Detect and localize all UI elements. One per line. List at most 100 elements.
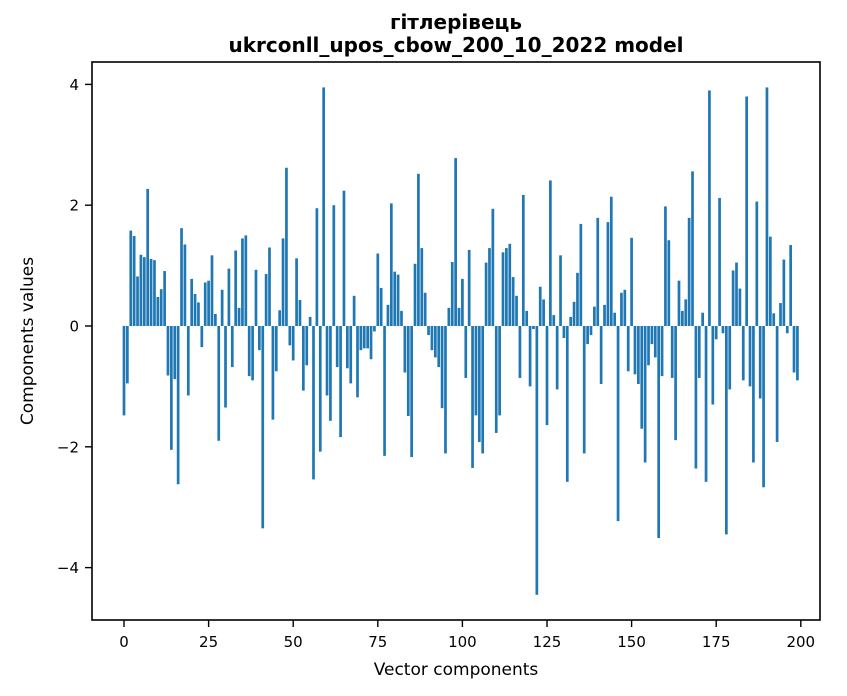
bar <box>542 299 545 326</box>
bar <box>748 326 752 387</box>
bar <box>792 326 796 373</box>
bar <box>305 326 309 366</box>
bar <box>268 247 271 326</box>
bar <box>291 326 295 361</box>
bar <box>325 326 329 396</box>
bar <box>335 326 339 368</box>
bar <box>217 326 221 441</box>
bar <box>132 236 136 326</box>
bar <box>772 313 776 326</box>
bar <box>457 307 461 326</box>
bar <box>156 297 160 326</box>
bar <box>555 326 559 390</box>
bar <box>677 280 681 326</box>
bar <box>183 244 187 326</box>
chart-title: гітлерівець <box>390 10 522 34</box>
bar <box>674 326 677 441</box>
bar <box>417 173 420 326</box>
bar <box>139 254 143 326</box>
bar <box>789 245 792 326</box>
bar <box>237 307 241 326</box>
bar <box>796 326 799 381</box>
bar <box>170 326 173 450</box>
x-tick-label: 50 <box>284 633 303 651</box>
bar <box>593 306 596 326</box>
bar <box>295 258 298 326</box>
bar <box>423 292 427 326</box>
bar <box>484 262 488 326</box>
bar <box>146 188 150 326</box>
bar <box>762 326 765 488</box>
bar <box>785 326 789 334</box>
bar <box>603 304 606 326</box>
bar <box>413 263 417 326</box>
bar <box>758 326 762 399</box>
y-tick-label: 4 <box>69 76 79 94</box>
bar <box>701 312 705 326</box>
bar <box>406 326 410 416</box>
bar <box>454 158 457 326</box>
bar <box>366 326 369 349</box>
bar <box>626 326 630 372</box>
bar <box>396 274 400 326</box>
bar <box>731 270 735 326</box>
bar <box>349 326 353 384</box>
bar <box>704 326 708 482</box>
bar <box>339 326 342 438</box>
bar <box>620 292 623 326</box>
bar <box>667 240 671 326</box>
bar <box>609 196 613 326</box>
bar <box>477 326 481 442</box>
bar <box>711 326 715 405</box>
bar <box>721 326 725 334</box>
bar <box>640 326 644 429</box>
bar <box>322 87 326 326</box>
bar <box>538 286 542 326</box>
bar <box>521 194 525 326</box>
bar <box>166 326 170 376</box>
bar <box>488 248 491 326</box>
bar <box>369 326 373 360</box>
bar <box>650 326 654 345</box>
bar <box>210 255 214 326</box>
bar <box>186 326 190 396</box>
bar <box>535 326 539 595</box>
bar <box>752 326 755 463</box>
bar <box>207 280 210 326</box>
bar <box>332 205 336 326</box>
x-tick-label: 0 <box>119 633 129 651</box>
bar <box>596 217 600 326</box>
x-axis-label: Vector components <box>374 660 539 680</box>
y-tick-label: 2 <box>69 197 79 215</box>
bar <box>765 87 769 326</box>
bar <box>247 326 251 377</box>
y-tick-label: 0 <box>69 318 79 336</box>
bar <box>444 326 447 454</box>
bar <box>315 208 319 326</box>
bar <box>572 301 576 326</box>
bar <box>389 203 393 326</box>
bar <box>200 326 204 348</box>
bar <box>345 326 349 369</box>
bar <box>738 288 742 326</box>
bar <box>697 326 701 378</box>
x-tick-label: 100 <box>448 633 477 651</box>
bar <box>427 326 430 336</box>
x-tick-label: 200 <box>786 633 815 651</box>
bar <box>258 326 261 351</box>
x-tick-label: 75 <box>368 633 387 651</box>
bar <box>498 326 501 416</box>
bar <box>203 282 207 326</box>
bar <box>643 326 647 463</box>
bar <box>214 313 217 326</box>
bar <box>461 278 464 326</box>
bar <box>494 326 498 433</box>
bar <box>410 326 413 458</box>
bar <box>576 272 579 326</box>
bar <box>735 262 738 326</box>
bar <box>129 230 133 326</box>
bar <box>302 326 305 391</box>
bar <box>251 326 254 381</box>
